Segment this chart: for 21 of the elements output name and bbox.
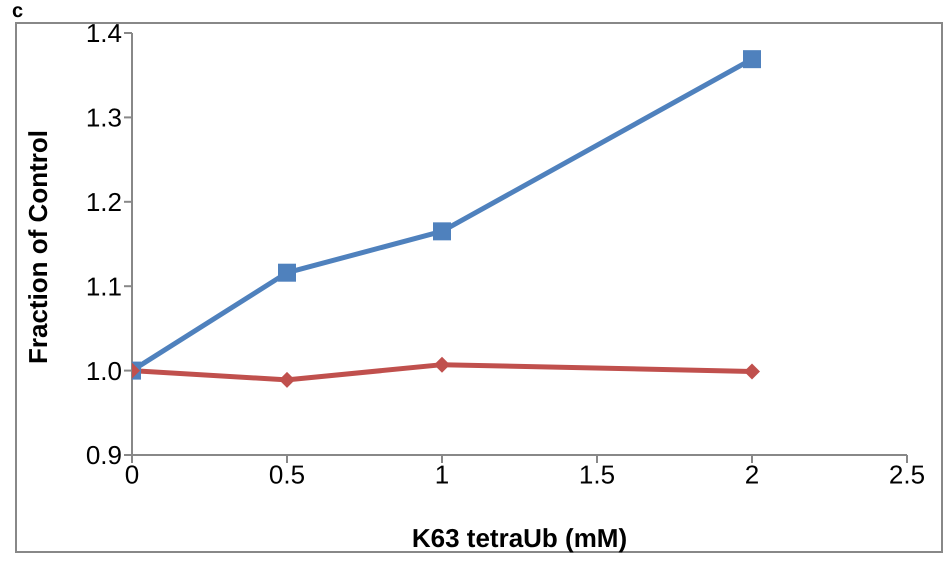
x-tick-label: 0.5 [268,459,306,490]
y-tick-label: 1.4 [86,18,122,48]
x-tick-label: 2.5 [888,459,926,490]
point [433,222,451,240]
x-tick-label: 1 [434,459,450,490]
y-tick-label: 1.2 [86,187,122,218]
text: c [12,0,24,22]
y-tick-label: 1.3 [86,102,122,133]
point [278,264,296,282]
point [434,356,450,373]
x-tick-label: 0 [124,459,140,490]
x-axis-title: K63 tetraUb (mM) [412,523,628,553]
y-tick-label: 1.0 [86,356,122,386]
y-tick-label: 0.9 [86,440,122,470]
y-tick-label: 1.1 [86,271,122,302]
point [279,372,295,388]
x-tick-label: 2 [744,459,760,490]
point [743,50,761,68]
y-axis-title: Fraction of Control [23,130,54,364]
point [744,363,760,380]
x-tick-label: 1.5 [578,459,616,490]
